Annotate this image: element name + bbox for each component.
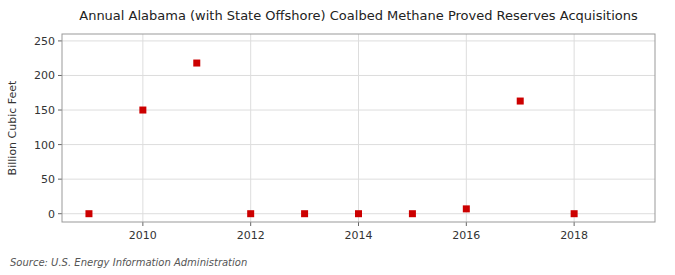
point xyxy=(193,60,200,67)
y-tick xyxy=(58,75,62,76)
point xyxy=(517,98,524,105)
y-tick xyxy=(58,40,62,41)
point xyxy=(571,210,578,217)
y-axis-label: Billion Cubic Feet xyxy=(6,80,19,175)
x-tick-label: 2016 xyxy=(452,229,480,242)
x-tick-label: 2018 xyxy=(560,229,588,242)
x-grid-line xyxy=(358,34,359,222)
x-grid-line xyxy=(250,34,251,222)
y-tick xyxy=(58,179,62,180)
y-tick-label: 0 xyxy=(48,208,55,221)
point xyxy=(355,210,362,217)
x-tick xyxy=(466,222,467,226)
x-tick xyxy=(574,222,575,226)
chart-container: 0 50 100 150 200 250 2010 2012 2014 2016 2018 Annua… xyxy=(0,0,675,275)
x-grid-line xyxy=(142,34,143,222)
title: Annual Alabama (with State Offshore) Coa… xyxy=(79,8,638,23)
point xyxy=(463,205,470,212)
axes: 0 50 100 150 200 250 2010 2012 2014 2016 2018 xyxy=(34,34,655,242)
x-tick xyxy=(142,222,143,226)
point xyxy=(85,210,92,217)
x-tick-label: 2014 xyxy=(345,229,373,242)
y-tick-label: 100 xyxy=(34,139,55,152)
grid xyxy=(62,34,655,222)
plot-frame xyxy=(62,34,655,222)
y-tick-label: 250 xyxy=(34,35,55,48)
y-tick xyxy=(58,110,62,111)
source-note: Source: U.S. Energy Information Administ… xyxy=(10,257,247,268)
x-tick xyxy=(250,222,251,226)
x-grid-line xyxy=(574,34,575,222)
x-tick xyxy=(358,222,359,226)
y-tick-label: 150 xyxy=(34,104,55,117)
x-grid-line xyxy=(466,34,467,222)
chart-svg: 0 50 100 150 200 250 2010 2012 2014 2016 2018 Annua… xyxy=(0,0,675,275)
x-tick-label: 2012 xyxy=(237,229,265,242)
point xyxy=(247,210,254,217)
y-tick-label: 200 xyxy=(34,69,55,82)
point xyxy=(139,107,146,114)
x-tick-label: 2010 xyxy=(129,229,157,242)
point xyxy=(409,210,416,217)
y-tick xyxy=(58,213,62,214)
point xyxy=(301,210,308,217)
y-tick-label: 50 xyxy=(41,173,55,186)
points xyxy=(85,60,577,218)
y-tick xyxy=(58,144,62,145)
